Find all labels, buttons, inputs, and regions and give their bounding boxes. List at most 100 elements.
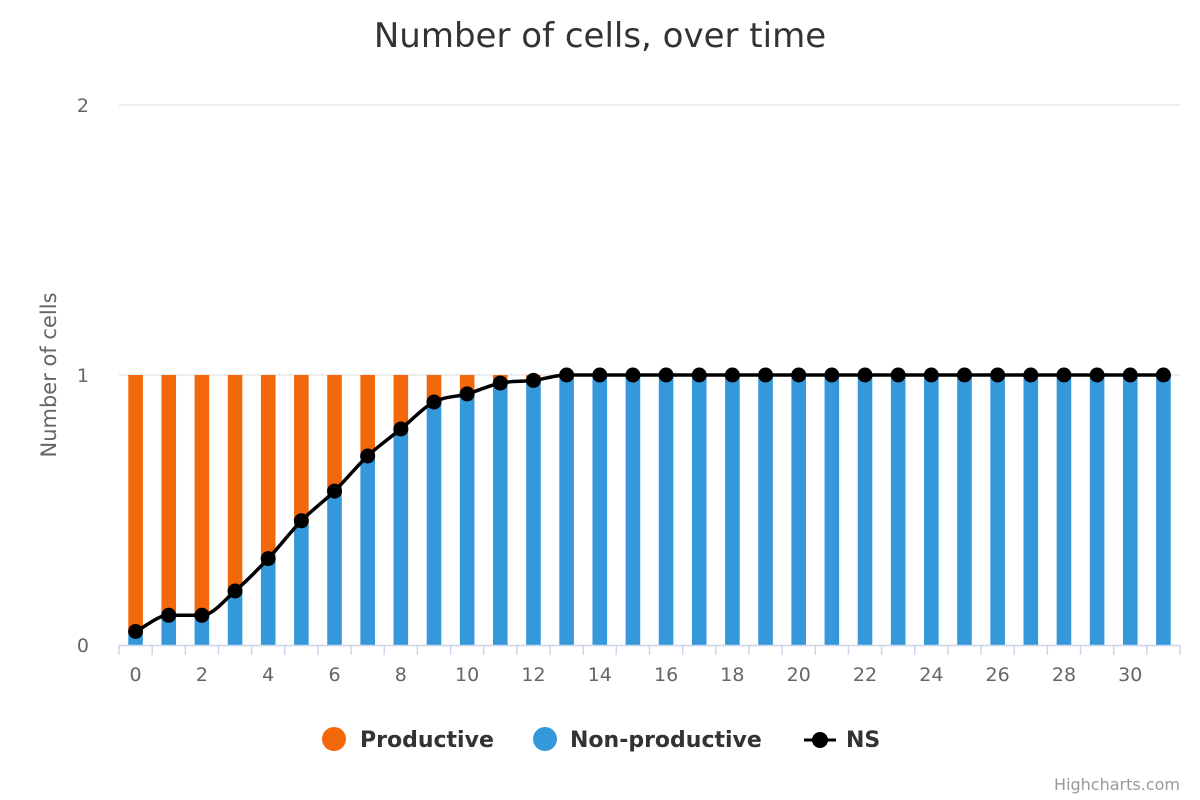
bar-non-productive (791, 375, 806, 645)
x-tick-label: 26 (986, 664, 1010, 686)
bar-productive (294, 375, 309, 524)
ns-point (990, 367, 1006, 383)
y-axis-title: Number of cells (37, 292, 61, 457)
ns-point (492, 375, 508, 391)
ns-point (758, 367, 774, 383)
x-tick-label: 8 (395, 664, 407, 686)
ns-point (128, 624, 144, 639)
legend-productive-label: Productive (360, 728, 494, 753)
legend-non-productive-symbol (533, 727, 557, 751)
chart-title: Number of cells, over time (374, 16, 826, 56)
x-tick-label: 10 (455, 664, 479, 686)
ns-point (360, 448, 376, 464)
legend-ns-label: NS (846, 728, 880, 753)
bar-non-productive (691, 375, 707, 645)
x-tick-label: 24 (919, 664, 943, 686)
ns-point (592, 367, 608, 383)
bar-non-productive (758, 375, 773, 645)
bar-non-productive (1023, 375, 1039, 645)
ns-point (691, 367, 707, 383)
x-axis (118, 644, 1181, 655)
bar-productive (393, 375, 409, 429)
ns-point (327, 483, 343, 499)
ns-point (161, 607, 177, 623)
bar-non-productive (824, 375, 840, 645)
x-tick-label: 2 (196, 664, 208, 686)
ns-point (724, 367, 740, 383)
bar-non-productive (1056, 375, 1072, 645)
bar-productive (161, 375, 177, 618)
bar-non-productive (1122, 375, 1138, 645)
bar-non-productive (658, 375, 674, 645)
ns-point (293, 513, 309, 529)
ns-point (1122, 367, 1138, 383)
bar-non-productive (857, 375, 873, 645)
ns-point (890, 367, 906, 383)
credits-link[interactable]: Highcharts.com (1054, 775, 1180, 794)
x-tick-label: 16 (654, 664, 678, 686)
legend: Productive Non-productive NS (322, 727, 880, 753)
x-tick-label: 30 (1118, 664, 1142, 686)
bar-productive (128, 375, 143, 635)
bar-non-productive (194, 618, 210, 645)
ns-point (956, 367, 972, 383)
bars (128, 375, 1171, 645)
bar-non-productive (957, 375, 972, 645)
bar-non-productive (1156, 375, 1171, 645)
bar-non-productive (393, 429, 409, 645)
ns-point (1089, 367, 1105, 383)
bar-non-productive (559, 375, 574, 645)
legend-item-ns[interactable]: NS (804, 728, 880, 753)
x-tick-label: 6 (328, 664, 340, 686)
bar-productive (360, 375, 375, 456)
legend-item-non-productive[interactable]: Non-productive (533, 727, 762, 753)
bar-non-productive (227, 591, 243, 645)
ns-point (559, 367, 575, 383)
legend-non-productive-label: Non-productive (570, 728, 762, 753)
x-tick-label: 18 (720, 664, 744, 686)
ns-point (194, 607, 210, 623)
ns-point (459, 386, 475, 402)
x-tick-label: 14 (588, 664, 612, 686)
ns-point (227, 583, 243, 599)
bar-non-productive (725, 375, 740, 645)
ns-point (1023, 367, 1039, 383)
ns-point (923, 367, 939, 383)
x-tick-label: 22 (853, 664, 877, 686)
bar-non-productive (128, 634, 143, 645)
legend-item-productive[interactable]: Productive (322, 727, 494, 753)
x-tick-label: 4 (262, 664, 274, 686)
x-tick-label: 0 (130, 664, 142, 686)
bar-non-productive (1089, 375, 1105, 645)
x-tick-label: 28 (1052, 664, 1076, 686)
bar-non-productive (294, 523, 309, 645)
bar-non-productive (459, 393, 475, 645)
bar-non-productive (592, 375, 608, 645)
ns-point (426, 394, 442, 410)
bar-non-productive (890, 375, 906, 645)
bar-non-productive (426, 402, 442, 645)
ns-point (525, 372, 541, 388)
ns-point (260, 551, 276, 567)
ns-series (128, 367, 1171, 639)
legend-ns-symbol (812, 732, 828, 748)
x-tick-label: 20 (787, 664, 811, 686)
bar-productive (327, 375, 342, 492)
bar-productive (260, 375, 276, 562)
ns-point (393, 421, 409, 437)
bar-productive (426, 375, 442, 402)
x-axis-labels: 0 2 4 6 8 10 12 14 16 18 20 22 24 26 28 30 (130, 664, 1143, 686)
y-tick-label: 2 (77, 95, 89, 117)
ns-point (1056, 367, 1072, 383)
ns-point (857, 367, 873, 383)
legend-productive-symbol (322, 727, 346, 751)
y-axis-labels: 0 1 2 (77, 95, 89, 657)
x-tick-label: 12 (521, 664, 545, 686)
bar-non-productive (161, 618, 177, 645)
y-tick-label: 1 (77, 365, 89, 387)
ns-point (1155, 367, 1171, 383)
bar-non-productive (625, 375, 641, 645)
bar-non-productive (260, 561, 276, 645)
y-tick-label: 0 (77, 635, 89, 657)
